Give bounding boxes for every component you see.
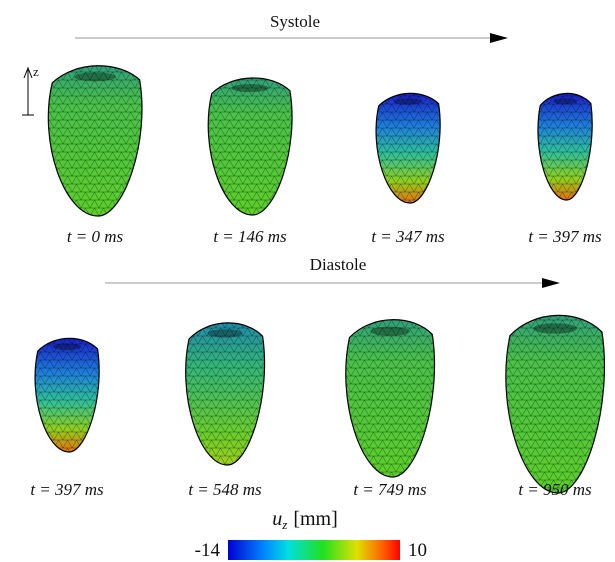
- heart-mesh: [35, 338, 99, 452]
- heart-mesh: [376, 93, 440, 203]
- colorbar-label: uz [mm]: [272, 508, 338, 532]
- time-label: t = 397 ms: [30, 480, 104, 499]
- heart-mesh: [186, 323, 265, 465]
- time-label: t = 146 ms: [213, 227, 287, 246]
- colorbar-max: 10: [408, 540, 427, 561]
- time-label: t = 347 ms: [371, 227, 445, 246]
- colorbar-min: -14: [195, 540, 221, 561]
- heart-top: [394, 98, 423, 104]
- heart-top: [370, 327, 410, 336]
- time-label: t = 749 ms: [353, 480, 427, 499]
- subscript: z: [281, 517, 287, 532]
- heart-top: [53, 343, 82, 350]
- heart-mesh: [208, 78, 292, 215]
- time-label: t = 950 ms: [518, 480, 592, 499]
- time-label: t = 0 ms: [67, 227, 124, 246]
- z-axis-indicator: z: [22, 64, 39, 115]
- figure: z Systole Diastole t = 0 mst = 146 mst =…: [0, 0, 615, 562]
- axis-label: z: [33, 64, 39, 79]
- heart-mesh: [538, 93, 592, 200]
- section-title: Systole: [270, 12, 320, 31]
- heart-top: [74, 72, 116, 81]
- heart-mesh: [48, 66, 142, 216]
- heart-top: [553, 98, 577, 104]
- time-label: t = 397 ms: [528, 227, 602, 246]
- time-label: t = 548 ms: [188, 480, 262, 499]
- arrow-head: [490, 33, 508, 43]
- section-title: Diastole: [310, 255, 367, 274]
- heart-mesh: [506, 315, 605, 493]
- heart-mesh: [346, 320, 435, 477]
- arrow-head: [542, 278, 560, 288]
- colorbar: [228, 540, 400, 560]
- hearts: t = 0 ms t = 146 ms t = 347 ms t = 397 ms t …: [30, 66, 604, 499]
- heart-top: [231, 84, 268, 92]
- unit: [mm]: [293, 508, 337, 530]
- symbol: u: [272, 508, 282, 530]
- heart-top: [533, 323, 577, 334]
- heart-top: [207, 329, 242, 337]
